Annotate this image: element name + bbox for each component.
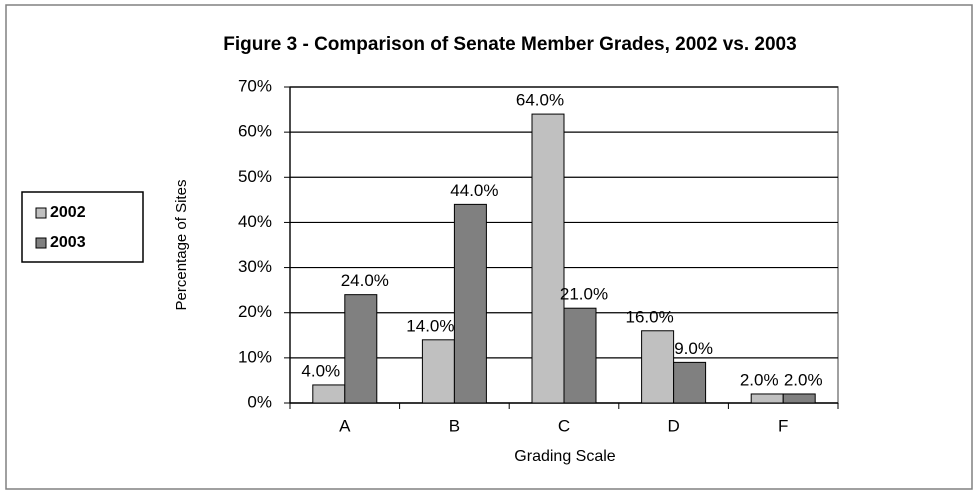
legend-swatch [35,207,47,219]
value-label: 2.0% [740,370,779,389]
x-axis-label: Grading Scale [514,448,615,465]
value-label: 44.0% [450,181,498,200]
legend-label: 2002 [50,204,86,221]
legend-label: 2003 [50,234,86,251]
value-label: 4.0% [301,361,340,380]
bar [673,361,707,404]
bar [312,384,346,404]
value-label: 24.0% [341,271,389,290]
bar [782,393,816,404]
x-tick-label: A [339,416,351,435]
bar [344,294,378,404]
value-label: 14.0% [406,316,454,335]
legend-swatch [35,237,47,249]
legend-box [21,191,144,263]
y-tick-label: 30% [238,257,272,276]
bar [421,339,455,404]
x-tick-label: D [667,416,679,435]
y-tick-label: 0% [247,392,272,411]
value-label: 2.0% [784,370,823,389]
value-label: 9.0% [674,339,713,358]
bar [641,330,675,404]
chart-title: Figure 3 - Comparison of Senate Member G… [223,34,796,55]
y-tick-label: 50% [238,167,272,186]
y-tick-label: 20% [238,302,272,321]
bar [563,307,597,404]
y-tick-label: 10% [238,347,272,366]
value-label: 16.0% [625,307,673,326]
x-tick-label: F [778,416,788,435]
bar [531,113,565,404]
y-tick-label: 60% [238,122,272,141]
y-tick-label: 70% [238,76,272,95]
x-tick-label: B [449,416,460,435]
bar [750,393,784,404]
bar [453,203,487,404]
value-label: 64.0% [516,91,564,110]
y-tick-label: 40% [238,212,272,231]
value-label: 21.0% [560,285,608,304]
x-tick-label: C [558,416,570,435]
y-axis-label: Percentage of Sites [173,180,190,311]
